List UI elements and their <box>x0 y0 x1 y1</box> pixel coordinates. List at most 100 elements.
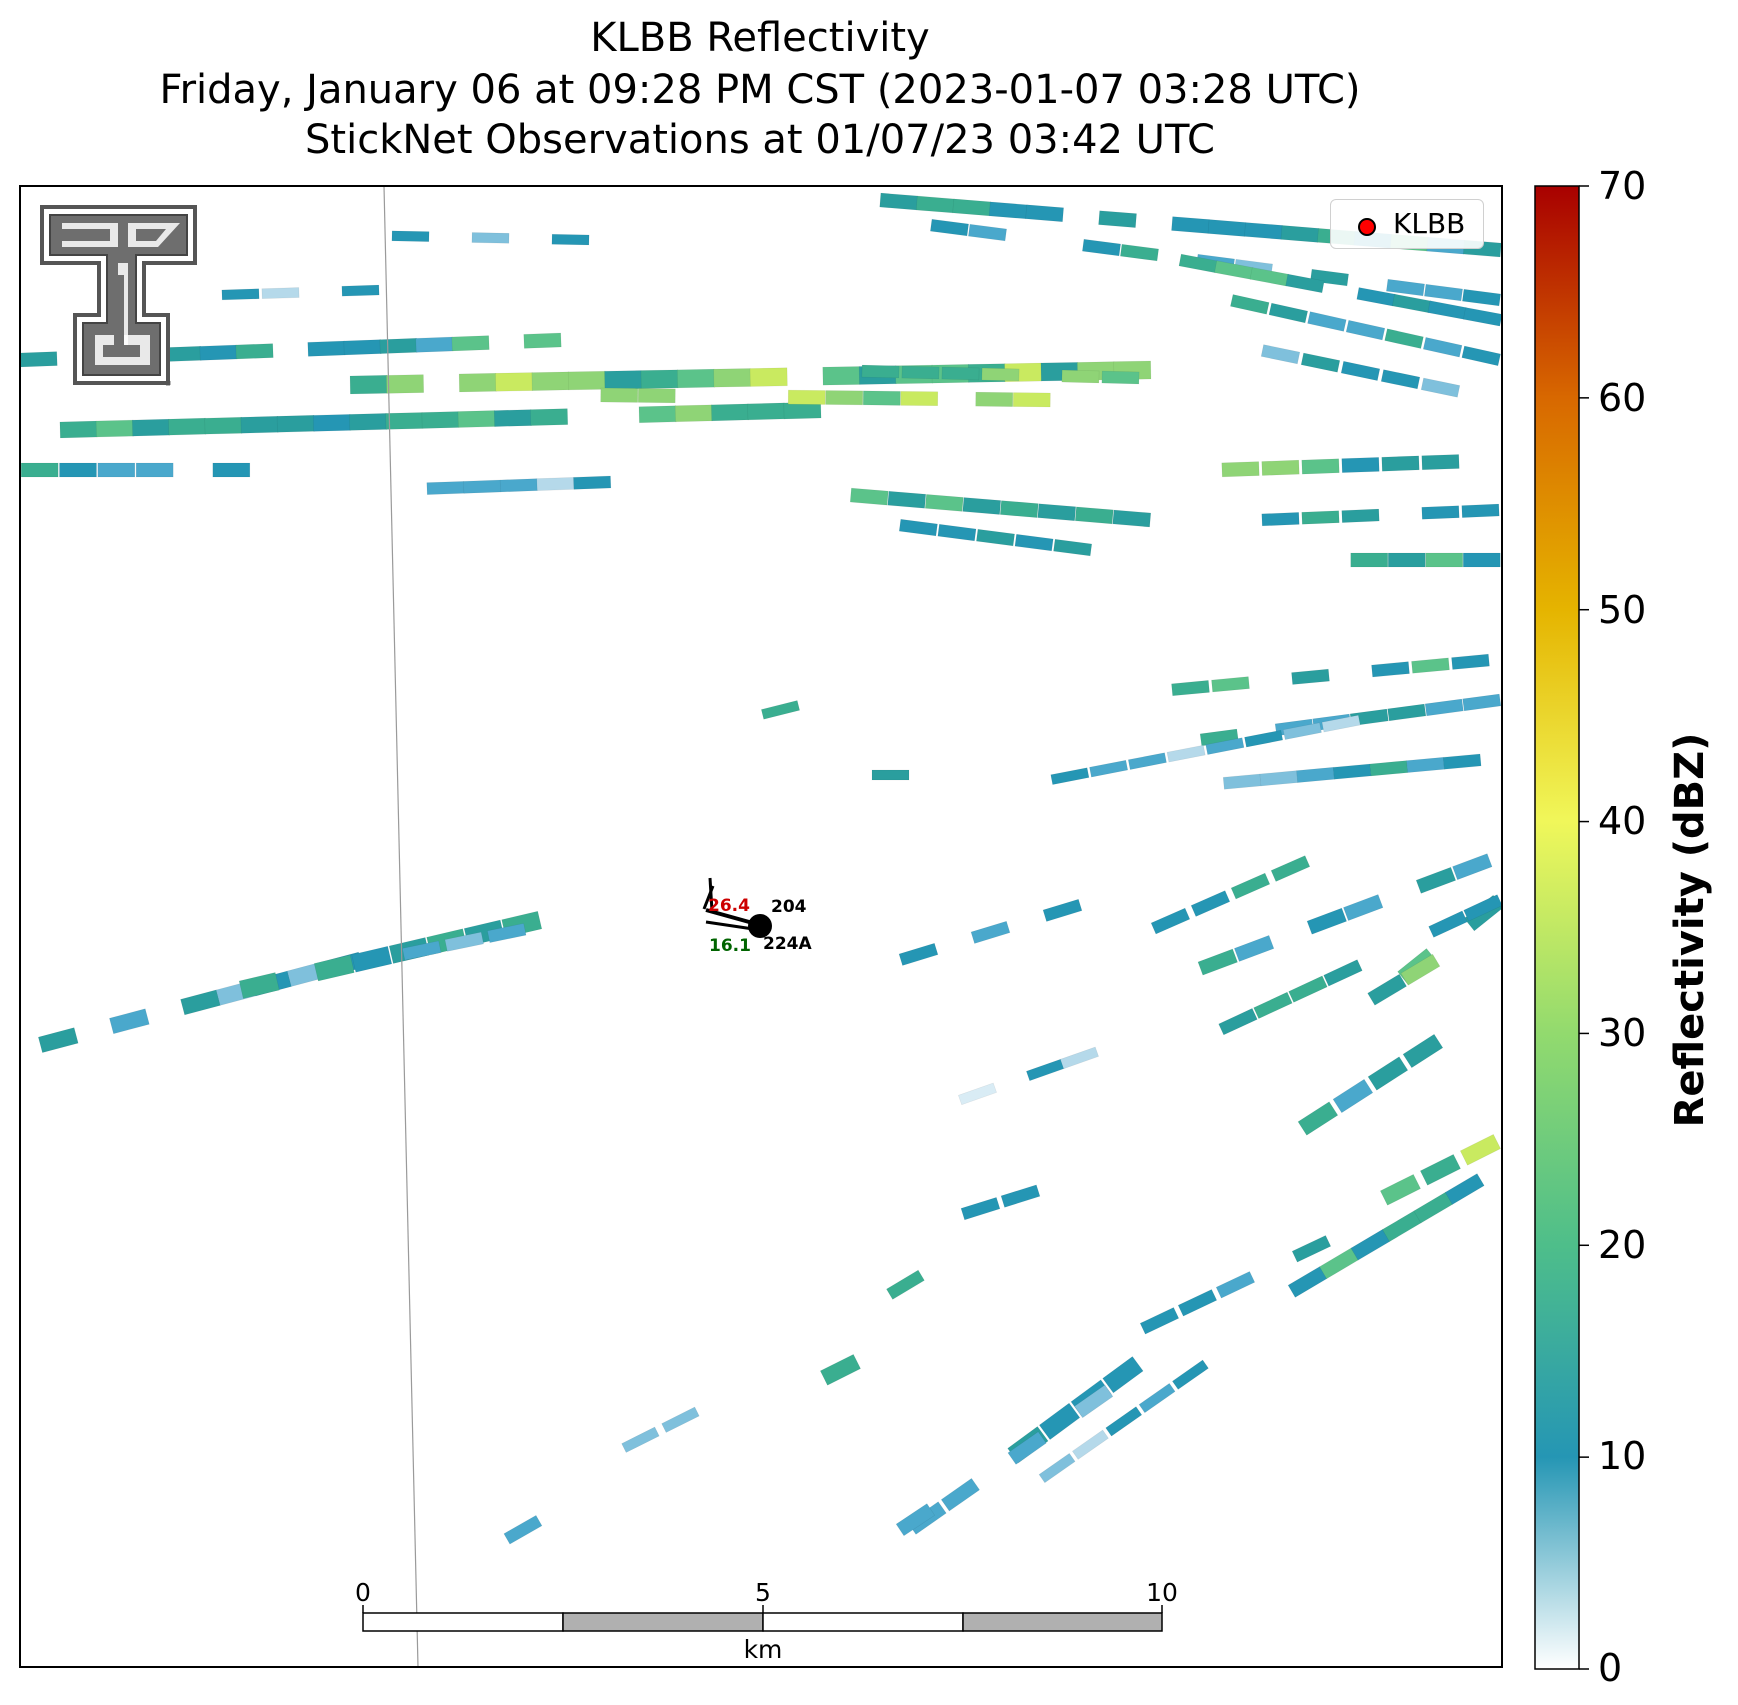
colorbar-tick-label: 20 <box>1598 1223 1647 1267</box>
reflectivity-bin <box>1215 1271 1256 1299</box>
reflectivity-bin <box>573 475 612 490</box>
reflectivity-bin <box>1301 458 1340 475</box>
reflectivity-bin <box>1301 510 1340 525</box>
scale-bar <box>362 1605 1163 1632</box>
reflectivity-bin <box>415 336 454 353</box>
reflectivity-bin <box>495 372 534 392</box>
reflectivity-bin <box>1268 302 1309 324</box>
colorbar-tick-label: 40 <box>1598 799 1647 843</box>
reflectivity-bin <box>1462 288 1501 307</box>
reflectivity-bin <box>1340 360 1381 381</box>
reflectivity-bin <box>711 403 750 422</box>
reflectivity-bin <box>1306 907 1347 935</box>
reflectivity-bin <box>240 415 279 434</box>
reflectivity-bin <box>503 1514 543 1545</box>
reflectivity-bin <box>962 497 1002 515</box>
reflectivity-bin <box>1369 760 1409 777</box>
reflectivity-bin <box>674 404 713 423</box>
reflectivity-bin <box>822 366 861 386</box>
reflectivity-bin <box>1053 538 1093 557</box>
reflectivity-bin <box>819 1353 861 1386</box>
reflectivity-bin <box>97 462 136 478</box>
reflectivity-bin <box>276 415 315 433</box>
reflectivity-bin <box>1425 552 1464 568</box>
reflectivity-bin <box>952 198 992 217</box>
reflectivity-bin <box>1463 894 1502 922</box>
reflectivity-bin <box>1270 855 1311 882</box>
reflectivity-bin <box>1105 1406 1143 1437</box>
reflectivity-bin <box>1296 766 1335 783</box>
reflectivity-bin <box>1282 722 1322 740</box>
reflectivity-bin <box>180 989 221 1016</box>
reflectivity-bin <box>1025 1058 1065 1082</box>
logo-registered-mark: ® <box>164 379 172 388</box>
reflectivity-bin <box>1297 1101 1339 1136</box>
reflectivity-bin <box>968 223 1007 242</box>
reflectivity-bin <box>1420 377 1461 398</box>
reflectivity-bin <box>1291 1235 1332 1263</box>
reflectivity-bin <box>379 337 418 354</box>
reflectivity-bin <box>343 339 382 356</box>
reflectivity-bin <box>1463 307 1502 327</box>
reflectivity-bin <box>1459 1133 1501 1166</box>
reflectivity-bin <box>898 518 938 537</box>
reflectivity-bin <box>1415 866 1457 894</box>
reflectivity-bin <box>1341 508 1380 523</box>
reflectivity-echoes <box>20 192 1502 1545</box>
colorbar-tick-label: 50 <box>1598 588 1647 632</box>
reflectivity-bin <box>109 1008 150 1035</box>
reflectivity-bin <box>312 414 351 432</box>
reflectivity-bin <box>1387 552 1426 568</box>
reflectivity-bin <box>975 391 1014 407</box>
reflectivity-bin <box>895 1503 936 1537</box>
scale-tick-5: 5 <box>755 1578 771 1607</box>
reflectivity-bin <box>640 369 679 389</box>
reflectivity-bin <box>976 528 1015 547</box>
reflectivity-bin <box>1367 1056 1409 1091</box>
reflectivity-bin <box>886 1269 925 1300</box>
reflectivity-bin <box>1260 344 1301 365</box>
reflectivity-bin <box>713 368 752 388</box>
reflectivity-bin <box>59 462 97 478</box>
reflectivity-bin <box>59 420 98 439</box>
reflectivity-bin <box>1205 737 1245 755</box>
reflectivity-bin <box>1166 744 1206 763</box>
reflectivity-bin <box>531 371 570 391</box>
reflectivity-bin <box>1150 907 1191 935</box>
reflectivity-bin <box>1222 773 1262 790</box>
reflectivity-bin <box>235 343 274 360</box>
reflectivity-bin <box>1101 370 1140 385</box>
reflectivity-bin <box>1452 853 1493 881</box>
reflectivity-bin <box>1343 894 1384 921</box>
reflectivity-bin <box>901 365 940 380</box>
reflectivity-bin <box>199 344 238 361</box>
reflectivity-bin <box>349 413 388 431</box>
reflectivity-bin <box>385 412 424 430</box>
reflectivity-bin <box>676 368 715 389</box>
reflectivity-bin <box>1321 714 1361 733</box>
colorbar <box>1535 186 1579 1669</box>
reflectivity-bin <box>621 1426 660 1453</box>
reflectivity-bin <box>1413 1191 1454 1224</box>
county-boundary <box>383 186 419 1667</box>
reflectivity-bin <box>1345 319 1386 341</box>
reflectivity-bin <box>1280 225 1320 243</box>
reflectivity-bin <box>1074 506 1114 525</box>
station-plot[interactable] <box>702 877 772 938</box>
reflectivity-bin <box>1089 759 1129 778</box>
scale-tick-0: 0 <box>355 1578 371 1607</box>
colorbar-tick-label: 60 <box>1598 376 1647 420</box>
reflectivity-bin <box>421 411 460 429</box>
reflectivity-bin <box>1300 352 1341 373</box>
reflectivity-bin <box>1386 278 1425 297</box>
reflectivity-bin <box>1323 959 1363 987</box>
reflectivity-bin <box>1038 1452 1076 1484</box>
reflectivity-bin <box>1071 1429 1109 1460</box>
reflectivity-bin <box>1230 294 1270 315</box>
reflectivity-bin <box>1332 763 1372 780</box>
reflectivity-bin <box>1244 222 1283 240</box>
reflectivity-bin <box>451 335 490 352</box>
reflectivity-bin <box>661 1406 700 1433</box>
reflectivity-bin <box>900 391 939 407</box>
reflectivity-bin <box>1218 1008 1258 1036</box>
